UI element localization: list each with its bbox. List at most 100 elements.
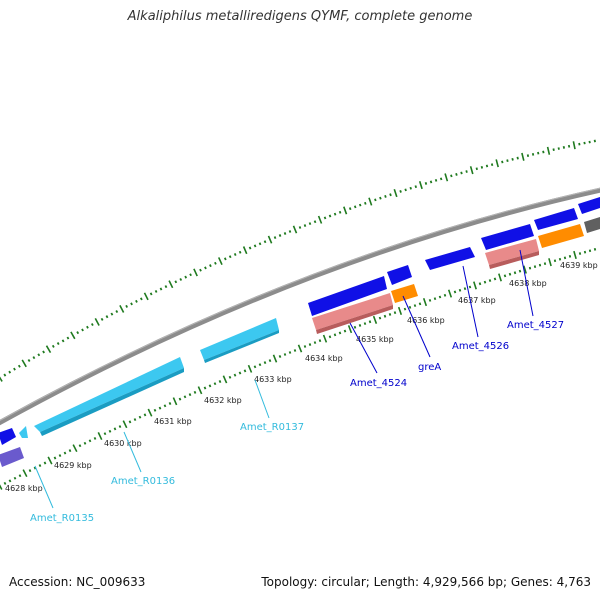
tick-mark — [358, 203, 362, 207]
scale-label: 4632 kbp — [204, 396, 242, 405]
feature-pink-4524[interactable] — [312, 293, 393, 330]
scale-label: 4628 kbp — [5, 484, 43, 493]
tick-mark — [490, 163, 494, 167]
tick-mark — [147, 408, 153, 417]
tick-mark — [283, 353, 287, 356]
feature-blue-4524[interactable] — [308, 276, 387, 316]
gene-label-amet-r0135: Amet_R0135 — [30, 513, 94, 524]
tick-mark — [154, 290, 158, 293]
tick-mark — [253, 244, 257, 248]
tick-mark — [248, 246, 252, 250]
tick-mark — [447, 289, 453, 298]
tick-mark — [28, 469, 32, 473]
tick-mark — [573, 250, 577, 260]
tick-mark — [68, 449, 72, 453]
feature-pink-4526[interactable] — [485, 239, 539, 265]
feature-blue-left[interactable] — [0, 428, 16, 445]
tick-mark — [76, 331, 80, 335]
feature-purple-left[interactable] — [0, 447, 24, 467]
tick-mark — [413, 304, 417, 308]
tick-mark — [393, 311, 397, 315]
tick-mark — [478, 282, 482, 286]
feature-blue-edge[interactable] — [578, 197, 600, 214]
tick-mark — [47, 456, 53, 465]
tick-mark — [578, 252, 582, 255]
feature-blue-4526[interactable] — [425, 247, 475, 270]
tick-mark — [501, 160, 504, 164]
tick-mark — [338, 210, 342, 214]
feature-orange-4527[interactable] — [538, 224, 584, 248]
tick-mark — [563, 256, 567, 260]
tick-mark — [174, 280, 178, 284]
tick-mark — [43, 461, 47, 465]
tick-mark — [353, 205, 357, 209]
tick-mark — [183, 395, 187, 399]
feature-blue-4527[interactable] — [481, 224, 534, 250]
feature-blue-grea[interactable] — [387, 265, 412, 285]
gene-label-amet-r0136: Amet_R0136 — [111, 476, 175, 487]
tick-mark — [172, 397, 178, 406]
tick-mark — [193, 268, 198, 277]
tick-mark — [263, 361, 267, 365]
tick-mark — [78, 444, 82, 448]
tick-mark — [70, 331, 76, 340]
tick-mark — [293, 349, 297, 352]
tick-mark — [418, 302, 422, 306]
outer-tick-ring — [0, 139, 596, 382]
tick-mark — [469, 166, 474, 175]
tick-mark — [343, 206, 348, 215]
tick-mark — [140, 297, 143, 301]
scale-label: 4633 kbp — [254, 375, 292, 384]
tick-mark — [83, 441, 87, 445]
tick-mark — [378, 316, 382, 320]
tick-mark — [498, 273, 502, 282]
tick-mark — [105, 315, 109, 319]
scale-label: 4631 kbp — [154, 417, 192, 426]
tick-mark — [51, 344, 55, 348]
tick-mark — [238, 371, 242, 375]
tick-mark — [247, 364, 253, 373]
feature-cyan-small[interactable] — [19, 426, 28, 438]
feature-grey-edge[interactable] — [584, 217, 600, 233]
tick-mark — [508, 272, 512, 276]
tick-mark — [58, 454, 62, 457]
tick-mark — [383, 314, 387, 318]
feature-orange-grea[interactable] — [391, 284, 418, 303]
tick-mark — [115, 310, 119, 314]
tick-mark — [86, 325, 89, 329]
feature-blue-right[interactable] — [534, 208, 578, 230]
tick-mark — [189, 273, 192, 277]
tick-mark — [130, 302, 133, 306]
tick-mark — [188, 393, 192, 397]
tick-mark — [272, 354, 278, 363]
label-leaders — [34, 249, 534, 509]
tick-mark — [443, 293, 447, 297]
gene-labels: Amet_R0135 Amet_R0136 Amet_R0137 Amet_45… — [30, 320, 564, 524]
tick-mark — [453, 290, 457, 294]
tick-mark — [438, 295, 442, 299]
tick-mark — [3, 373, 7, 377]
tick-mark — [61, 339, 65, 343]
tick-mark — [218, 380, 222, 384]
scale-label: 4629 kbp — [54, 461, 92, 470]
tick-mark — [133, 418, 137, 421]
tick-mark — [422, 298, 428, 307]
tick-mark — [184, 275, 188, 279]
tick-mark — [308, 222, 312, 226]
tick-mark — [0, 484, 3, 490]
feature-rna-r0136[interactable] — [34, 357, 184, 432]
tick-mark — [313, 220, 317, 224]
tick-mark — [460, 171, 463, 175]
tick-mark — [128, 420, 132, 424]
tick-mark — [513, 271, 517, 275]
tick-mark — [193, 390, 197, 394]
tick-mark — [268, 359, 272, 363]
feature-rna-r0137[interactable] — [200, 318, 279, 360]
tick-mark — [526, 154, 530, 157]
tick-mark — [209, 264, 212, 268]
tick-mark — [233, 253, 237, 256]
backbone-line — [0, 187, 600, 426]
scale-label: 4634 kbp — [305, 354, 343, 363]
tick-mark — [389, 193, 392, 197]
